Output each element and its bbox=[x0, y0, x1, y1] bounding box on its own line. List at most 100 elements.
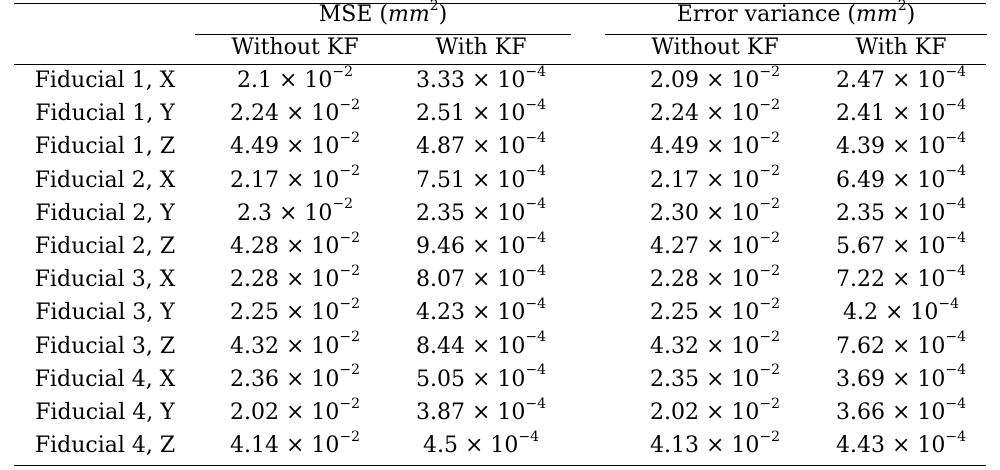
exponent: −2 bbox=[759, 395, 781, 412]
exponent: −2 bbox=[332, 196, 354, 213]
times-ten: × 10 bbox=[884, 167, 946, 193]
times-ten: × 10 bbox=[271, 68, 333, 93]
exponent: −4 bbox=[945, 96, 967, 113]
table-cell: 2.17 × 10−2 bbox=[615, 164, 815, 196]
exponent: −4 bbox=[525, 196, 547, 213]
exponent: −2 bbox=[339, 229, 361, 246]
table-cell: 4.23 × 10−4 bbox=[385, 297, 577, 328]
mantissa: 4.43 bbox=[835, 433, 885, 459]
mantissa: 2.24 bbox=[649, 101, 699, 127]
mantissa: 2.28 bbox=[649, 267, 699, 293]
table-cell: 2.25 × 10−2 bbox=[205, 297, 385, 328]
mantissa: 4.5 bbox=[422, 433, 458, 459]
table-cell: 5.67 × 10−4 bbox=[815, 229, 987, 262]
exponent: −4 bbox=[525, 395, 547, 412]
times-ten: × 10 bbox=[464, 101, 526, 127]
exponent: −4 bbox=[525, 130, 547, 147]
row-label: Fiducial 3, X bbox=[34, 267, 176, 293]
times-ten: × 10 bbox=[884, 400, 946, 425]
mantissa: 2.30 bbox=[649, 200, 699, 226]
mantissa: 2.36 bbox=[229, 366, 279, 392]
mantissa: 2.47 bbox=[835, 68, 885, 93]
table-cell: 6.49 × 10−4 bbox=[815, 163, 987, 196]
table-cell: 4.49 × 10−2 bbox=[205, 130, 385, 162]
times-ten: × 10 bbox=[698, 101, 760, 127]
mantissa: 2.09 bbox=[649, 68, 699, 93]
table-cell: 4.87 × 10−4 bbox=[385, 130, 577, 162]
times-ten: × 10 bbox=[464, 167, 526, 193]
top-rule bbox=[14, 3, 986, 5]
mantissa: 3.66 bbox=[835, 400, 885, 425]
table-cell: 2.09 × 10−2 bbox=[615, 63, 815, 96]
row-label: Fiducial 4, X bbox=[34, 366, 176, 392]
table-cell: 7.51 × 10−4 bbox=[385, 163, 577, 196]
exponent: −4 bbox=[938, 296, 960, 313]
exponent: −2 bbox=[339, 163, 361, 180]
mantissa: 7.51 bbox=[415, 167, 465, 193]
times-ten: × 10 bbox=[278, 267, 340, 293]
table-cell: 4.27 × 10−2 bbox=[615, 231, 815, 262]
times-ten: × 10 bbox=[884, 68, 946, 93]
mantissa: 2.51 bbox=[415, 101, 465, 127]
exponent: −4 bbox=[525, 163, 547, 180]
mantissa: 2.25 bbox=[649, 300, 699, 326]
mantissa: 8.44 bbox=[415, 333, 465, 359]
mantissa: 7.22 bbox=[835, 267, 885, 293]
table-cell: 2.3 × 10−2 bbox=[205, 196, 385, 229]
exponent: −4 bbox=[945, 63, 967, 80]
table-cell: 3.33 × 10−4 bbox=[385, 65, 577, 96]
times-ten: × 10 bbox=[278, 234, 340, 259]
row-label: Fiducial 4, Y bbox=[35, 400, 175, 425]
mantissa: 2.17 bbox=[229, 167, 279, 193]
times-ten: × 10 bbox=[464, 68, 526, 93]
exponent: −2 bbox=[759, 296, 781, 313]
times-ten: × 10 bbox=[877, 300, 939, 326]
mantissa: 2.3 bbox=[236, 200, 272, 226]
mantissa: 9.46 bbox=[415, 234, 465, 259]
exponent: −2 bbox=[339, 329, 361, 346]
table-cell: 8.44 × 10−4 bbox=[385, 330, 577, 362]
times-ten: × 10 bbox=[464, 366, 526, 392]
mantissa: 4.32 bbox=[649, 333, 699, 359]
times-ten: × 10 bbox=[884, 134, 946, 160]
header-rule bbox=[14, 64, 986, 66]
mantissa: 2.28 bbox=[229, 267, 279, 293]
times-ten: × 10 bbox=[698, 433, 760, 459]
mantissa: 4.23 bbox=[415, 300, 465, 326]
mantissa: 3.87 bbox=[415, 400, 465, 425]
exponent: −4 bbox=[945, 229, 967, 246]
table-cell: 2.28 × 10−2 bbox=[205, 264, 385, 295]
row-label: Fiducial 4, Z bbox=[34, 433, 176, 459]
row-label: Fiducial 2, Y bbox=[35, 200, 175, 226]
mantissa: 3.33 bbox=[415, 68, 465, 93]
mantissa: 6.49 bbox=[835, 167, 885, 193]
mantissa: 4.13 bbox=[649, 433, 699, 459]
table-cell: 2.17 × 10−2 bbox=[205, 163, 385, 196]
table-cell: 4.32 × 10−2 bbox=[615, 330, 815, 362]
table-cell: 4.14 × 10−2 bbox=[205, 430, 385, 461]
exponent: −2 bbox=[339, 130, 361, 147]
group-header-variance: Error variance (mm2) bbox=[605, 0, 987, 27]
exponent: −2 bbox=[759, 63, 781, 80]
table-cell: 4.39 × 10−4 bbox=[815, 131, 987, 162]
mantissa: 2.02 bbox=[649, 400, 699, 425]
table-cell: 2.25 × 10−2 bbox=[615, 296, 815, 328]
mantissa: 2.35 bbox=[649, 366, 699, 392]
times-ten: × 10 bbox=[884, 101, 946, 127]
mantissa: 7.62 bbox=[835, 333, 885, 359]
table-cell: 2.41 × 10−4 bbox=[815, 96, 987, 129]
table-cell: 3.87 × 10−4 bbox=[385, 395, 577, 428]
row-label: Fiducial 2, Z bbox=[34, 234, 176, 259]
table-cell: 4.49 × 10−2 bbox=[615, 131, 815, 162]
row-label: Fiducial 3, Z bbox=[34, 333, 176, 359]
times-ten: × 10 bbox=[698, 300, 760, 326]
subheader: Without KF bbox=[651, 35, 779, 60]
exponent: −4 bbox=[525, 262, 547, 279]
exponent: −4 bbox=[945, 163, 967, 180]
exponent: −2 bbox=[759, 362, 781, 379]
times-ten: × 10 bbox=[278, 400, 340, 425]
table-cell: 3.66 × 10−4 bbox=[815, 397, 987, 428]
group-label: Error variance bbox=[676, 2, 841, 27]
row-label: Fiducial 2, X bbox=[34, 167, 176, 193]
times-ten: × 10 bbox=[464, 400, 526, 425]
